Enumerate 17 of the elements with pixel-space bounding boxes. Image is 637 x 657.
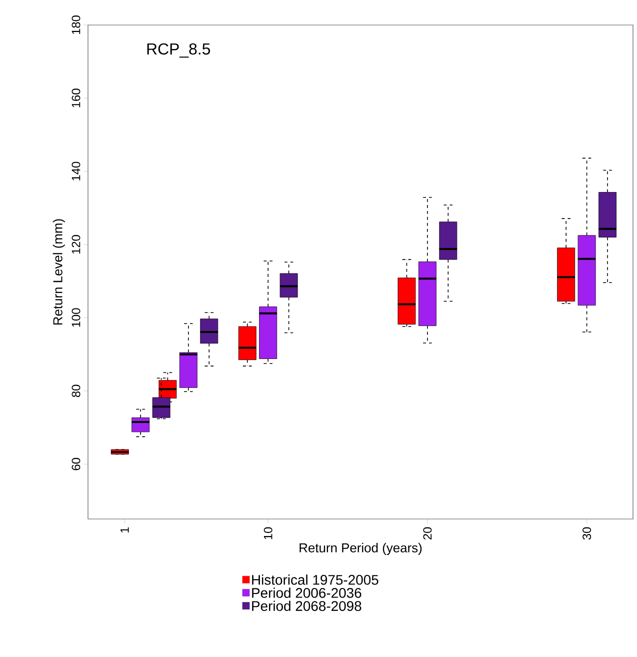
text: RCP_8.5 xyxy=(147,43,210,58)
x-axis-title: Return Period (years) xyxy=(300,542,422,555)
legend-label: Period 2068-2098 xyxy=(252,600,362,611)
y-tick-label: 180 xyxy=(72,15,80,34)
y-tick-label: 140 xyxy=(72,162,80,180)
x-tick-label: 20 xyxy=(423,527,432,540)
y-tick-label: 60 xyxy=(72,458,80,470)
y-axis-title: Return Level (mm) xyxy=(52,219,65,325)
legend-label: Historical 1975-2005 xyxy=(252,574,378,585)
x-tick-label: 30 xyxy=(582,527,592,540)
y-tick-label: 160 xyxy=(72,88,80,108)
y-tick-label: 120 xyxy=(72,235,80,254)
y-tick-label: 100 xyxy=(72,308,80,327)
x-tick-label: 10 xyxy=(264,527,272,540)
legend-label: Period 2006-2036 xyxy=(252,588,362,598)
y-tick-label: 80 xyxy=(72,384,80,398)
x-tick-label: 1 xyxy=(120,527,129,533)
